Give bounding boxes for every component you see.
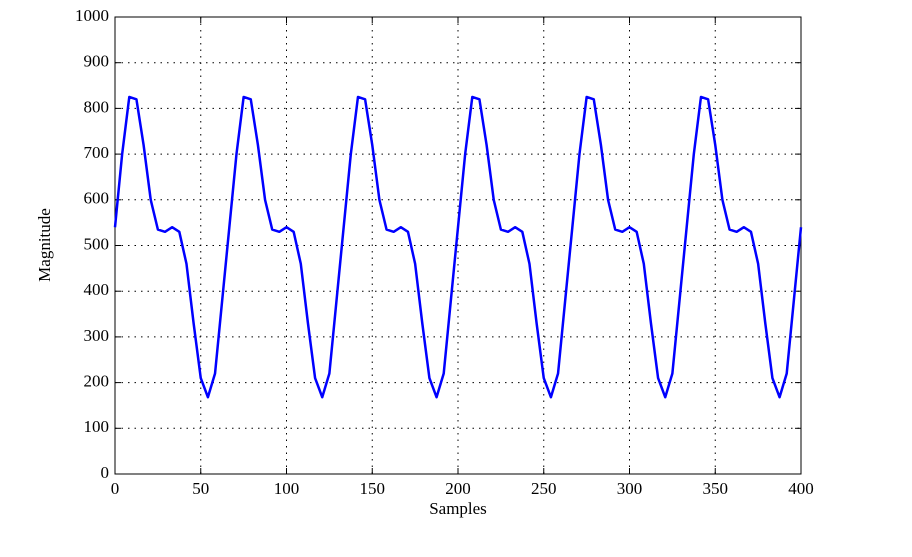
y-tick-label: 1000 xyxy=(75,6,109,25)
x-tick-label: 150 xyxy=(360,479,386,498)
y-tick-label: 200 xyxy=(84,372,110,391)
y-tick-label: 400 xyxy=(84,280,110,299)
x-tick-label: 300 xyxy=(617,479,643,498)
x-axis-label: Samples xyxy=(429,499,487,518)
x-tick-label: 100 xyxy=(274,479,300,498)
data-line xyxy=(113,95,803,399)
y-tick-label: 900 xyxy=(84,52,110,71)
x-tick-label: 350 xyxy=(703,479,729,498)
x-tick-label: 200 xyxy=(445,479,471,498)
y-tick-label: 800 xyxy=(84,97,110,116)
x-tick-label: 0 xyxy=(111,479,120,498)
x-tick-label: 250 xyxy=(531,479,557,498)
plot-frame xyxy=(114,16,802,475)
x-tick-label: 400 xyxy=(788,479,814,498)
x-tick-label: 50 xyxy=(192,479,209,498)
y-tick-label: 100 xyxy=(84,417,110,436)
y-tick-label: 700 xyxy=(84,143,110,162)
y-tick-label: 600 xyxy=(84,189,110,208)
y-tick-label: 0 xyxy=(101,463,110,482)
y-tick-label: 300 xyxy=(84,326,110,345)
y-tick-label: 500 xyxy=(84,234,110,253)
y-axis-label: Magnitude xyxy=(35,208,54,282)
